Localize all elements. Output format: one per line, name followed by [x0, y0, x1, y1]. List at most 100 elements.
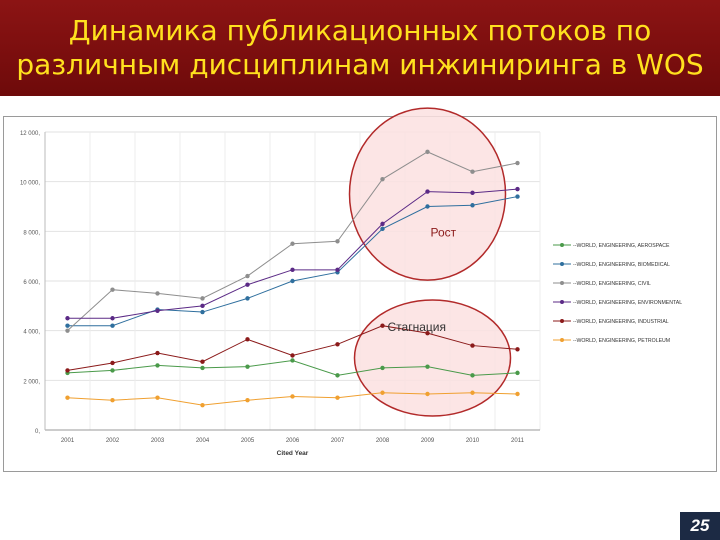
data-point	[335, 239, 340, 244]
data-point	[110, 398, 115, 403]
page-number: 25	[680, 512, 720, 540]
y-tick-label: 10 000,	[20, 181, 40, 187]
data-point	[290, 394, 295, 399]
data-point	[425, 330, 430, 336]
y-tick-label: 12 000,	[20, 131, 40, 137]
data-point	[155, 291, 160, 296]
data-point	[65, 368, 70, 373]
data-point	[290, 267, 295, 273]
legend-swatch-marker	[560, 300, 564, 304]
data-point	[425, 364, 430, 369]
data-point	[425, 204, 430, 209]
data-point	[470, 190, 475, 196]
data-point	[290, 278, 295, 284]
data-point	[380, 226, 385, 232]
data-point	[200, 309, 205, 315]
data-point	[380, 176, 385, 182]
x-tick-label: 2007	[331, 438, 345, 444]
data-point	[245, 282, 250, 287]
data-point	[515, 186, 520, 192]
x-tick-label: 2001	[61, 438, 75, 444]
data-point	[155, 350, 160, 356]
legend-swatch-marker	[560, 338, 564, 342]
legend-label: --WORLD, ENGINEERING, PETROLEUM	[573, 338, 670, 344]
legend-label: --WORLD, ENGINEERING, AEROSPACE	[573, 243, 670, 249]
y-tick-label: 8 000,	[23, 230, 40, 236]
data-point	[380, 221, 385, 227]
x-axis-title: Cited Year	[277, 450, 309, 457]
data-point	[470, 203, 475, 208]
data-point	[425, 391, 430, 397]
legend-swatch-marker	[560, 243, 564, 247]
data-point	[290, 241, 295, 246]
data-point	[245, 337, 250, 342]
legend-swatch-marker	[560, 319, 564, 323]
data-point	[65, 316, 70, 321]
data-point	[110, 287, 115, 292]
callout-stagnation: Стагнация	[388, 320, 446, 334]
legend-swatch-marker	[560, 281, 564, 285]
x-tick-label: 2008	[376, 438, 390, 444]
data-point	[155, 395, 160, 400]
data-point	[380, 390, 385, 395]
series-layer	[65, 149, 520, 408]
data-point	[470, 373, 475, 378]
data-point	[110, 360, 115, 366]
x-tick-label: 2003	[151, 438, 165, 444]
data-point	[200, 359, 205, 364]
highlight-layer	[348, 107, 512, 417]
x-tick-label: 2006	[286, 438, 300, 444]
x-tick-label: 2004	[196, 438, 210, 444]
data-point	[425, 149, 430, 155]
x-tick-label: 2009	[421, 438, 435, 444]
legend-label: --WORLD, ENGINEERING, ENVIRONMENTAL	[573, 300, 682, 306]
y-tick-label: 6 000,	[23, 280, 40, 286]
data-point	[155, 363, 160, 368]
data-point	[290, 353, 295, 358]
slide-title: Динамика публикационных потоков по разли…	[0, 14, 720, 82]
axis-layer: 0, 2 000, 4 000, 6 000, 8 000, 10 000, 12 000,…	[20, 131, 540, 457]
data-point	[515, 391, 520, 397]
data-point	[290, 358, 295, 363]
data-point	[245, 364, 250, 369]
data-point	[515, 160, 520, 166]
data-point	[155, 308, 160, 313]
title-banner: Динамика публикационных потоков по разли…	[0, 0, 720, 96]
x-tick-label: 2010	[466, 438, 480, 444]
data-point	[515, 194, 520, 199]
legend-swatch-marker	[560, 262, 564, 266]
callout-growth: Рост	[431, 226, 457, 240]
legend-label: --WORLD, ENGINEERING, BIOMEDICAL	[573, 262, 670, 268]
x-tick-label: 2002	[106, 438, 120, 444]
stagnation-highlight-ellipse	[353, 299, 512, 417]
data-point	[200, 303, 205, 309]
data-point	[200, 296, 205, 301]
data-point	[65, 395, 70, 400]
data-point	[335, 373, 340, 378]
data-point	[110, 316, 115, 321]
legend-label: --WORLD, ENGINEERING, INDUSTRIAL	[573, 319, 669, 325]
data-point	[65, 323, 70, 328]
data-point	[380, 323, 385, 328]
x-tick-label: 2011	[511, 438, 525, 444]
legend-layer: --WORLD, ENGINEERING, AEROSPACE --WORLD, …	[553, 243, 682, 344]
legend-label: --WORLD, ENGINEERING, CIVIL	[573, 281, 651, 287]
data-point	[200, 365, 205, 371]
data-point	[470, 169, 475, 174]
data-point	[110, 323, 115, 328]
data-point	[245, 296, 250, 301]
title-line-1: Динамика публикационных потоков по	[68, 14, 652, 47]
data-point	[335, 395, 340, 400]
data-point	[470, 343, 475, 348]
x-tick-label: 2005	[241, 438, 255, 444]
data-point	[335, 342, 340, 347]
y-tick-label: 4 000,	[23, 330, 40, 336]
data-point	[380, 365, 385, 371]
data-point	[110, 368, 115, 373]
data-point	[65, 328, 70, 333]
y-tick-label: 2 000,	[23, 379, 40, 385]
data-point	[515, 347, 520, 352]
growth-highlight-ellipse	[348, 107, 507, 281]
data-point	[245, 398, 250, 403]
